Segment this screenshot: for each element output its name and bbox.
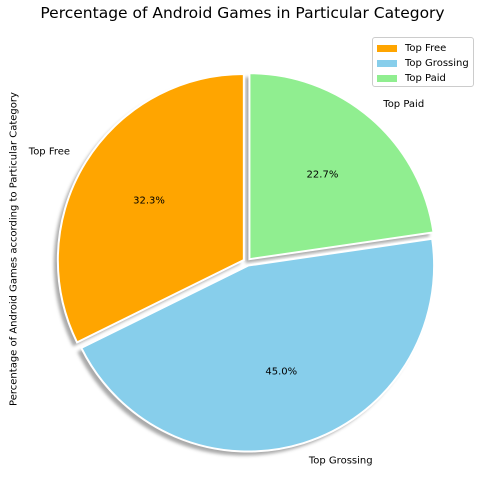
legend-entry-top-paid: Top Paid — [377, 71, 446, 85]
legend-label-top-grossing: Top Grossing — [405, 58, 469, 69]
category-label-top-paid: Top Paid — [382, 99, 424, 110]
legend-swatch-top-grossing — [377, 60, 397, 67]
legend-label-top-paid: Top Paid — [405, 73, 446, 84]
legend-entry-top-grossing: Top Grossing — [377, 56, 469, 70]
pct-label-top-paid: 22.7% — [307, 169, 339, 180]
legend: Top Free Top Grossing Top Paid — [372, 37, 474, 87]
category-label-top-free: Top Free — [28, 147, 70, 158]
legend-swatch-top-free — [377, 45, 397, 52]
category-label-top-grossing: Top Grossing — [308, 455, 373, 466]
pct-label-top-grossing: 45.0% — [265, 367, 297, 378]
legend-label-top-free: Top Free — [405, 43, 446, 54]
legend-entry-top-free: Top Free — [377, 41, 446, 55]
pct-label-top-free: 32.3% — [133, 196, 165, 207]
legend-swatch-top-paid — [377, 75, 397, 82]
